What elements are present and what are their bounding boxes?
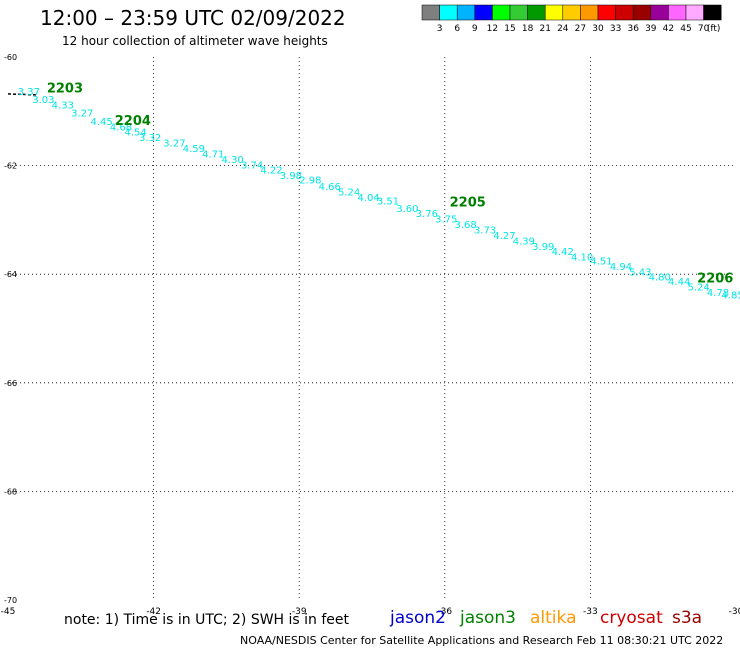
- colorbar-tick-label: 15: [504, 24, 515, 34]
- wave-height-point: 3.60: [396, 204, 418, 215]
- wave-height-point: 3.68: [455, 220, 477, 231]
- wave-height-point: 3.03: [32, 95, 54, 106]
- wave-height-point: 3.51: [377, 197, 399, 208]
- wave-height-point: 4.22: [260, 166, 282, 177]
- colorbar-tick-label: 45: [680, 24, 691, 34]
- colorbar-tick-label: 6: [454, 24, 460, 34]
- y-tick-label: -64: [4, 270, 17, 279]
- wave-height-point: 5.43: [629, 267, 651, 278]
- y-tick-label: -60: [4, 53, 17, 62]
- wave-height-point: 3.27: [71, 109, 93, 120]
- colorbar-tick-label: 27: [575, 24, 586, 34]
- wave-height-point: 4.51: [590, 256, 612, 267]
- wave-height-point: 3.27: [163, 139, 185, 150]
- y-tick-label: -68: [4, 487, 17, 496]
- colorbar-tick-label: 42: [663, 24, 674, 34]
- wave-height-point: 2.98: [299, 176, 321, 187]
- wave-height-point: 4.85: [721, 291, 740, 302]
- colorbar-tick-label: 18: [522, 24, 534, 34]
- page-title: 12:00 – 23:59 UTC 02/09/2022: [40, 6, 346, 30]
- wave-height-point: 3.73: [474, 225, 496, 236]
- x-tick-label: -42: [146, 607, 161, 617]
- legend-jason2: jason2: [390, 608, 446, 628]
- page-subtitle: 12 hour collection of altimeter wave hei…: [62, 34, 328, 48]
- wave-height-point: 4.78: [707, 288, 729, 299]
- colorbar-tick-label: 33: [610, 24, 621, 34]
- colorbar-tick-label: 12: [487, 24, 498, 34]
- wave-height-point: 5.24: [687, 282, 709, 293]
- wave-height-point: 4.04: [357, 193, 379, 204]
- colorbar-tick-label: 36: [627, 24, 639, 34]
- wave-height-point: 3.37: [18, 87, 40, 98]
- wave-height-point: 4.71: [202, 149, 224, 160]
- wave-height-point: 4.59: [183, 144, 205, 155]
- wave-height-point: 4.30: [222, 155, 244, 166]
- x-tick-label: -39: [292, 607, 307, 617]
- colorbar-tick-label: 70: [698, 24, 710, 34]
- y-tick-label: -66: [4, 379, 17, 388]
- colorbar-swatch: [703, 4, 722, 21]
- footer-credit: NOAA/NESDIS Center for Satellite Applica…: [240, 634, 724, 647]
- wave-height-point: 4.39: [513, 236, 535, 247]
- legend-cryosat: cryosat: [600, 608, 663, 628]
- time-label: 2204: [115, 114, 151, 129]
- wave-height-point: 5.24: [338, 187, 360, 198]
- wave-height-colorbar: 3 6 9 12 15 18 21 24 27 30 33 36 39 42 45 70(ft): [421, 4, 722, 34]
- wave-height-point: 3.74: [241, 160, 263, 171]
- x-tick-label: -45: [1, 607, 16, 617]
- wave-height-point: 3.98: [280, 171, 302, 182]
- wave-height-point: 3.75: [435, 215, 457, 226]
- legend-s3a: s3a: [672, 608, 703, 628]
- colorbar-tick-label: 3: [437, 24, 443, 34]
- colorbar-tick-label: 39: [645, 24, 657, 34]
- wave-height-point: 4.45: [91, 117, 113, 128]
- wave-height-point: 4.68: [110, 122, 132, 133]
- colorbar-tick-label: 24: [557, 24, 569, 34]
- time-label: 2205: [450, 195, 486, 210]
- time-label: 2203: [47, 81, 83, 96]
- wave-height-point: 3.76: [416, 209, 438, 220]
- track-start-marker: [7, 93, 39, 96]
- wave-height-point: 3.32: [139, 133, 161, 144]
- y-tick-label: -70: [4, 596, 17, 605]
- wave-height-point: 3.99: [532, 242, 554, 253]
- colorbar-tick-label: 9: [472, 24, 478, 34]
- y-tick-label: -62: [4, 162, 17, 171]
- wave-height-point: 4.33: [52, 101, 74, 112]
- colorbar-tick-label: 30: [592, 24, 604, 34]
- x-tick-label: -36: [437, 607, 452, 617]
- x-tick-label: -33: [583, 607, 598, 617]
- time-label: 2206: [697, 271, 733, 286]
- legend-altika: altika: [530, 608, 577, 628]
- wave-height-point: 4.80: [649, 273, 671, 284]
- wave-height-point: 4.94: [610, 262, 632, 273]
- wave-height-point: 4.27: [493, 231, 515, 242]
- wave-height-point: 4.54: [124, 128, 146, 139]
- wave-height-point: 4.44: [668, 277, 690, 288]
- note-text: note: 1) Time is in UTC; 2) SWH is in fe…: [64, 612, 350, 628]
- wave-height-point: 4.42: [552, 247, 574, 258]
- legend-jason3: jason3: [460, 608, 516, 628]
- x-tick-label: -30: [729, 607, 740, 617]
- colorbar-unit-label: (ft): [707, 24, 721, 34]
- wave-height-point: 4.66: [319, 182, 341, 193]
- colorbar-tick-label: 21: [539, 24, 550, 34]
- wave-height-point: 4.10: [571, 253, 593, 264]
